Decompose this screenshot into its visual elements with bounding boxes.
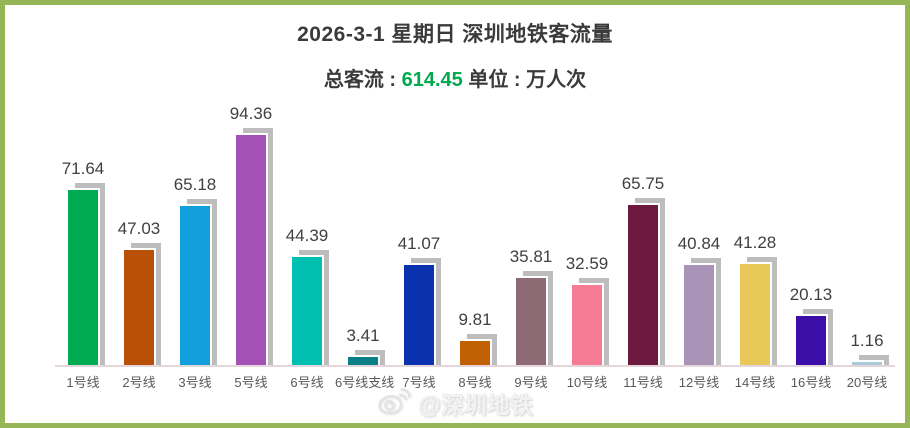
bar-slot: 47.03: [111, 219, 167, 365]
bar-value-label: 65.18: [173, 175, 217, 194]
bar-14号线: [740, 257, 777, 365]
bar-2号线: [124, 243, 161, 365]
bar-slot: 35.81: [503, 247, 559, 365]
bar-slot: 9.81: [447, 310, 503, 365]
bar-20号线: [852, 355, 889, 365]
bar-slot: 1.16: [839, 331, 895, 365]
x-axis-label: 6号线支线: [335, 375, 395, 390]
bar-slot: 94.36: [223, 104, 279, 365]
x-axis-label: 7号线: [402, 375, 436, 390]
x-axis-label: 20号线: [846, 375, 888, 390]
bar-5号线: [236, 128, 273, 365]
bar-value-label: 47.03: [117, 219, 161, 238]
bar-value-label: 9.81: [458, 310, 492, 329]
bar-value-label: 40.84: [677, 234, 721, 253]
bar-slot: 20.13: [783, 285, 839, 365]
bar-8号线: [460, 334, 497, 365]
x-axis-label: 12号线: [678, 375, 720, 390]
watermark-text: @深圳地铁: [418, 392, 533, 418]
total-label: 总客流 :: [323, 69, 402, 91]
chart-subtitle: 总客流 : 614.45 单位 : 万人次: [5, 63, 905, 92]
bars-row: 71.64 47.03 65.18 94.36 44.39 3.41 41.07 9.81 35…: [55, 103, 895, 367]
bar-value-label: 32.59: [565, 254, 609, 273]
bar-value-label: 94.36: [229, 104, 273, 123]
x-axis-label: 1号线: [66, 375, 100, 390]
bar-slot: 65.75: [615, 174, 671, 365]
bar-value-label: 41.07: [397, 234, 441, 253]
bar-slot: 32.59: [559, 254, 615, 365]
x-axis-label: 11号线: [623, 375, 663, 390]
bar-1号线: [68, 183, 105, 365]
x-axis-label: 16号线: [790, 375, 832, 390]
bar-value-label: 20.13: [789, 285, 833, 304]
bar-slot: 65.18: [167, 175, 223, 365]
plot-area: 71.64 47.03 65.18 94.36 44.39 3.41 41.07 9.81 35…: [55, 103, 895, 391]
bar-value-label: 71.64: [61, 159, 105, 178]
x-axis-label: 6号线: [290, 375, 324, 390]
bar-value-label: 3.41: [346, 326, 380, 345]
bar-6号线: [292, 250, 329, 365]
bar-16号线: [796, 309, 833, 365]
bar-10号线: [572, 278, 609, 365]
x-labels-row: 1号线 2号线 3号线 5号线 6号线 6号线支线 7号线 8号线 9号线 10号线 11号线 12号…: [55, 372, 895, 391]
x-axis-label: 9号线: [514, 375, 548, 390]
bar-11号线: [628, 198, 665, 365]
x-axis-label: 8号线: [458, 375, 492, 390]
x-axis-label: 14号线: [734, 375, 776, 390]
bar-9号线: [516, 271, 553, 365]
x-axis-label: 3号线: [178, 375, 212, 390]
x-axis-label: 10号线: [566, 375, 608, 390]
bar-value-label: 65.75: [621, 174, 665, 193]
weibo-icon: [377, 387, 411, 420]
bar-slot: 40.84: [671, 234, 727, 365]
bar-slot: 41.07: [391, 234, 447, 365]
x-axis-label: 2号线: [122, 375, 156, 390]
bar-slot: 44.39: [279, 226, 335, 365]
bar-3号线: [180, 199, 217, 365]
bar-slot: 41.28: [727, 233, 783, 365]
bar-7号线: [404, 258, 441, 365]
watermark: @深圳地铁: [5, 386, 905, 420]
total-value: 614.45: [401, 69, 463, 91]
bar-value-label: 1.16: [850, 331, 884, 350]
bar-slot: 3.41: [335, 326, 391, 365]
bar-value-label: 35.81: [509, 247, 553, 266]
x-axis-label: 5号线: [234, 375, 268, 390]
bar-6号线支线: [348, 350, 385, 365]
page-title: 2026-3-1 星期日 深圳地铁客流量: [297, 23, 613, 46]
unit-label: 单位 : 万人次: [462, 69, 587, 91]
bar-slot: 71.64: [55, 159, 111, 365]
bar-value-label: 41.28: [733, 233, 777, 252]
bar-value-label: 44.39: [285, 226, 329, 245]
bar-12号线: [684, 258, 721, 365]
